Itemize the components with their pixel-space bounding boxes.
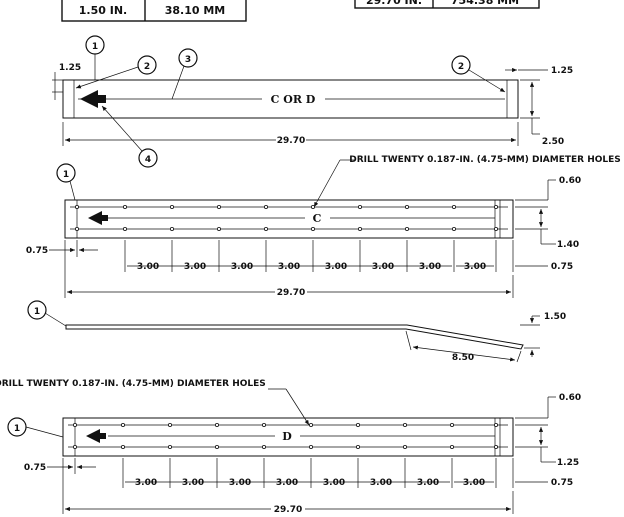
dim-bend: 8.50: [452, 353, 474, 363]
callout-number: 2: [458, 62, 464, 72]
spacing-chain: 3.00 3.00 3.00 3.00 3.00 3.00 3.00 3.00: [124, 240, 497, 272]
dim-spacing: 3.00: [417, 478, 439, 488]
dim-top: 0.60: [559, 393, 581, 403]
spacing-chain: 3.00 3.00 3.00 3.00 3.00 3.00 3.00 3.00: [122, 458, 497, 488]
callout-bubble: [178, 48, 198, 68]
dim-spacing: 3.00: [370, 478, 392, 488]
dim-spacing: 3.00: [372, 262, 394, 272]
dim-length: 29.70: [274, 505, 302, 515]
dim-rise: 1.50: [544, 312, 566, 322]
direction-arrow-icon: [80, 90, 106, 108]
dim-spacing: 3.00: [463, 478, 485, 488]
dim-end-left: 1.25: [59, 63, 81, 73]
dim-spacing: 3.00: [276, 478, 298, 488]
callout-bubble: [451, 55, 471, 75]
dim-right-edge: 0.75: [551, 478, 573, 488]
hole-row-top: [75, 204, 498, 209]
dim-spacing: 3.00: [278, 262, 300, 272]
dim-left-edge: 0.75: [24, 463, 46, 473]
dim-spacing: 3.00: [137, 262, 159, 272]
callout-number: 4: [145, 155, 151, 165]
callout-number: 3: [185, 55, 191, 65]
table-right-mm: 754.38 MM: [451, 0, 519, 7]
hole-row-bottom: [73, 444, 498, 449]
dim-spacing: 3.00: [229, 478, 251, 488]
dim-left-edge: 0.75: [26, 246, 48, 256]
drill-note: DRILL TWENTY 0.187-IN. (4.75-MM) DIAMETE…: [349, 155, 621, 165]
strip-label: C OR D: [271, 93, 316, 106]
dim-spacing: 3.00: [182, 478, 204, 488]
dim-length: 29.70: [277, 288, 305, 298]
callout-bubble: [56, 163, 76, 183]
dim-spacing: 3.00: [135, 478, 157, 488]
callout-number: 1: [63, 170, 69, 180]
dim-width: 2.50: [542, 137, 564, 147]
drill-note: DRILL TWENTY 0.187-IN. (4.75-MM) DIAMETE…: [0, 379, 266, 389]
dim-spacing: 3.00: [231, 262, 253, 272]
table-left-mm: 38.10 MM: [165, 4, 226, 17]
view-2-strip: 1 DRILL TWENTY 0.187-IN. (4.75-MM) DIAME…: [26, 155, 621, 298]
callout-bubble: [27, 300, 47, 320]
hole-row-bottom: [75, 226, 498, 231]
dim-mid: 1.40: [557, 240, 579, 250]
callout-number: 1: [34, 307, 40, 317]
callout-bubble: [137, 55, 157, 75]
table-right-inches: 29.70 IN.: [366, 0, 422, 7]
conversion-table-left: 1.50 IN. 38.10 MM: [61, 0, 247, 22]
view-4-strip: DRILL TWENTY 0.187-IN. (4.75-MM) DIAMETE…: [0, 379, 581, 515]
direction-arrow-icon: [86, 429, 106, 443]
dim-top: 0.60: [559, 176, 581, 186]
callout-number: 1: [14, 424, 20, 434]
dim-right-edge: 0.75: [551, 262, 573, 272]
dim-spacing: 3.00: [323, 478, 345, 488]
conversion-table-right: 29.70 IN. 754.38 MM: [354, 0, 540, 9]
dim-spacing: 3.00: [325, 262, 347, 272]
dim-length: 29.70: [277, 136, 305, 146]
callout-bubble: [138, 148, 158, 168]
dim-spacing: 3.00: [464, 262, 486, 272]
view-3-side: 1 1.50 8.50: [27, 300, 566, 363]
table-left-inches: 1.50 IN.: [79, 4, 127, 17]
callout-number: 1: [92, 42, 98, 52]
strip-label: C: [313, 212, 322, 225]
dim-mid: 1.25: [557, 458, 579, 468]
dim-spacing: 3.00: [419, 262, 441, 272]
hole-row-top: [73, 422, 498, 427]
dim-spacing: 3.00: [184, 262, 206, 272]
dim-end-right: 1.25: [551, 66, 573, 76]
view-1-strip: C OR D 1 2 3 2 4 1.25 1.25 2.: [52, 35, 573, 168]
strip-label: D: [282, 430, 292, 443]
side-profile: [65, 324, 524, 350]
strip-outline: [62, 79, 519, 119]
direction-arrow-icon: [88, 211, 108, 225]
callout-number: 2: [144, 62, 150, 72]
